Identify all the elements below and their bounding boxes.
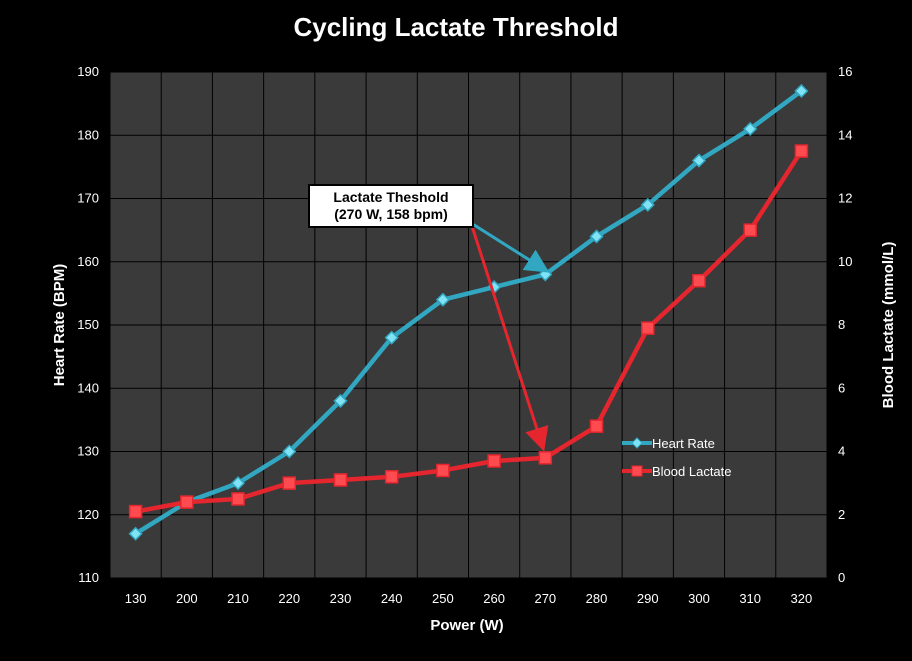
y-left-tick-label: 130 xyxy=(77,444,99,459)
heart-rate-line xyxy=(134,89,803,536)
x-tick-label: 200 xyxy=(176,591,198,606)
heart-rate-point xyxy=(230,476,246,491)
legend-entry-label: Blood Lactate xyxy=(652,464,732,479)
x-tick-label: 300 xyxy=(688,591,710,606)
x-tick-label: 230 xyxy=(330,591,352,606)
heart-rate-point xyxy=(691,153,707,168)
y-right-tick-label: 8 xyxy=(838,317,845,332)
y-left-tick-label: 190 xyxy=(77,64,99,79)
heart-rate-point xyxy=(128,526,143,541)
y-right-tick-label: 0 xyxy=(838,570,845,585)
gridlines xyxy=(109,71,828,579)
blood-lactate-point xyxy=(384,470,399,484)
annotation-box xyxy=(308,184,474,228)
y-right-tick-label: 4 xyxy=(838,444,845,459)
series-group xyxy=(128,83,809,541)
blood-lactate-point xyxy=(743,223,757,237)
legend-marker xyxy=(631,437,643,449)
heart-rate-point xyxy=(435,292,450,307)
y-left-tick-label: 170 xyxy=(77,191,99,206)
heart-rate-point xyxy=(333,393,348,408)
y-right-tick-label: 2 xyxy=(838,507,845,522)
y-right-tick-label: 16 xyxy=(838,64,852,79)
annotation-line2: (270 W, 158 bpm) xyxy=(334,206,448,222)
blood-lactate-point xyxy=(333,473,348,487)
y-left-tick-label: 180 xyxy=(77,127,99,142)
y-left-tick-label: 160 xyxy=(77,254,99,269)
blood-lactate-point xyxy=(794,144,809,158)
y-axis-right-label: Blood Lactate (mmol/L) xyxy=(880,242,897,409)
legend: Heart Rate Blood Lactate xyxy=(622,436,732,479)
blood-lactate-point xyxy=(180,495,194,509)
x-tick-label: 260 xyxy=(483,591,505,606)
heart-rate-point xyxy=(640,197,655,212)
blood-lactate-point xyxy=(692,273,706,288)
heart-rate-point xyxy=(743,121,758,136)
y-left-tick-label: 140 xyxy=(77,380,99,395)
annotation-line1: Lactate Theshold xyxy=(333,189,448,205)
blood-lactate-point xyxy=(589,419,604,433)
threshold-annotation: Lactate Theshold(270 W, 158 bpm) xyxy=(308,184,550,452)
y-axis-left-label: Heart Rate (BPM) xyxy=(51,264,68,387)
blood-lactate-point xyxy=(538,451,553,465)
y-left-tick-label: 150 xyxy=(77,317,99,332)
legend-marker xyxy=(631,465,643,477)
chart-title: Cycling Lactate Threshold xyxy=(293,12,618,42)
heart-rate-point xyxy=(794,83,809,99)
tick-labels: 110 120 130 140 150 160 170 180 190 0 2 4 6 8 10 12 14 16… xyxy=(77,64,852,606)
x-tick-label: 290 xyxy=(637,591,659,606)
blood-lactate-point xyxy=(128,504,143,519)
x-tick-label: 280 xyxy=(586,591,608,606)
arrow-to-blood-lactate xyxy=(469,222,549,452)
blood-lactate-point xyxy=(487,454,501,468)
arrow-to-heart-rate xyxy=(470,221,550,273)
blood-lactate-line xyxy=(135,149,804,514)
x-tick-label: 130 xyxy=(125,591,147,606)
heart-rate-point xyxy=(282,444,297,459)
blood-lactate-point xyxy=(641,321,655,335)
x-tick-label: 220 xyxy=(278,591,300,606)
blood-lactate-point xyxy=(231,492,245,506)
y-right-tick-label: 10 xyxy=(838,254,852,269)
x-tick-label: 320 xyxy=(791,591,813,606)
x-tick-label: 210 xyxy=(227,591,249,606)
x-tick-label: 250 xyxy=(432,591,454,606)
y-right-tick-label: 6 xyxy=(838,380,845,395)
y-right-tick-label: 14 xyxy=(838,127,852,142)
y-left-tick-label: 110 xyxy=(78,570,99,585)
x-tick-label: 240 xyxy=(381,591,403,606)
blood-lactate-point xyxy=(282,476,296,490)
heart-rate-point xyxy=(589,229,604,244)
legend-entry-label: Heart Rate xyxy=(652,436,715,451)
x-tick-label: 310 xyxy=(739,591,761,606)
heart-rate-point xyxy=(384,330,399,345)
x-axis-label: Power (W) xyxy=(430,617,503,634)
blood-lactate-point xyxy=(436,463,450,478)
y-left-tick-label: 120 xyxy=(77,507,99,522)
y-right-tick-label: 12 xyxy=(838,191,852,206)
x-tick-label: 270 xyxy=(534,591,556,606)
